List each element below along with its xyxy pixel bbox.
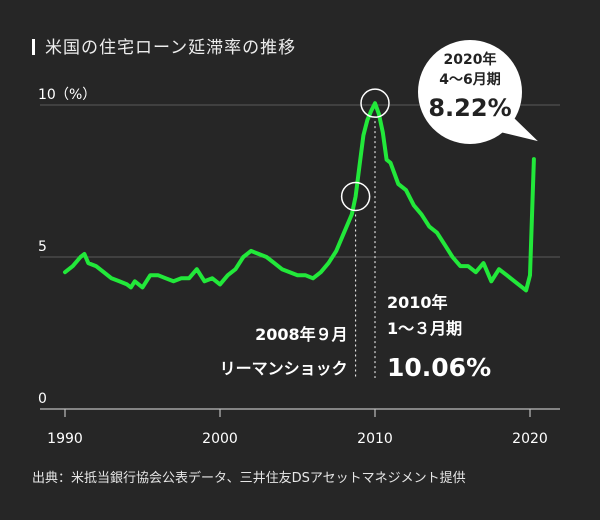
x-tick-label: 2020 [512, 431, 548, 447]
chart-title: 米国の住宅ローン延滞率の推移 [32, 33, 296, 58]
annotation-2010-value: 10.06% [387, 353, 491, 382]
speech-bubble [418, 40, 522, 144]
y-tick-label: 5 [38, 239, 47, 255]
annotation-2020-value: 8.22% [428, 94, 511, 122]
annotation-2010-line1: 2010年 [387, 293, 448, 312]
chart-title-text: 米国の住宅ローン延滞率の推移 [45, 38, 297, 58]
x-tick-label: 1990 [47, 431, 83, 447]
source-note: 出典：米抵当銀行協会公表データ、三井住友DSアセットマネジメント提供 [32, 471, 466, 486]
highlight-circle-2008 [340, 181, 371, 212]
x-tick-label: 2000 [202, 431, 238, 447]
annotation-2008-line1: 2008年９月 [255, 325, 348, 344]
y-tick-label: 10 [38, 87, 56, 103]
title-marker [32, 39, 35, 55]
series-line [63, 101, 536, 293]
x-tick-label: 2010 [357, 431, 393, 447]
annotation-2008-line2: リーマンショック [220, 359, 348, 378]
y-unit-label: （%） [55, 87, 96, 103]
annotation-2010-line2: 1〜３月期 [387, 319, 462, 338]
annotation-2020-line1: 2020年 [444, 51, 497, 68]
highlight-circle-2010 [360, 88, 390, 118]
annotation-2020-line2: 4〜6月期 [439, 72, 500, 88]
y-tick-label: 0 [38, 391, 47, 407]
